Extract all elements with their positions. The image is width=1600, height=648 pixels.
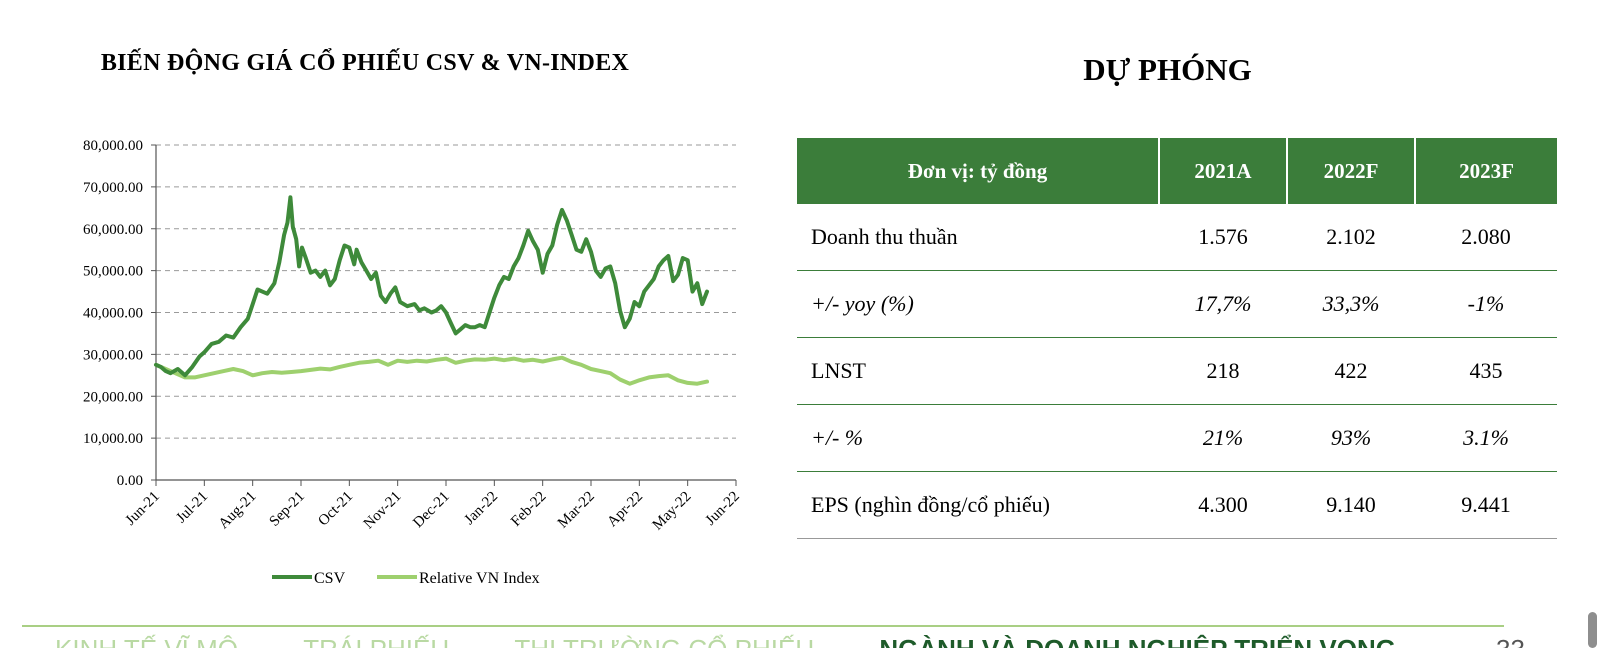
cell-2021a: 17,7% xyxy=(1159,270,1287,338)
legend-csv-label: CSV xyxy=(314,570,346,587)
cell-2023f: -1% xyxy=(1415,270,1557,338)
forecast-header-row: Đơn vị: tỷ đồng 2021A 2022F 2023F xyxy=(797,138,1557,204)
cell-2022f: 422 xyxy=(1287,337,1415,405)
y-tick-label: 0.00 xyxy=(117,473,143,489)
chart-gridlines xyxy=(156,144,736,439)
series-line-csv xyxy=(154,195,709,378)
y-tick-label: 30,000.00 xyxy=(83,347,143,363)
row-revenue-yoy: +/- yoy (%) 17,7% 33,3% -1% xyxy=(797,270,1557,338)
cell-2022f: 2.102 xyxy=(1287,204,1415,271)
header-unit: Đơn vị: tỷ đồng xyxy=(797,138,1159,204)
x-tick-label: Jun-21 xyxy=(123,489,163,529)
row-label: Doanh thu thuần xyxy=(797,204,1159,271)
x-tick-label: Apr-22 xyxy=(604,489,646,531)
header-2021a: 2021A xyxy=(1158,138,1287,204)
y-tick-label: 70,000.00 xyxy=(83,180,143,196)
cell-2023f: 435 xyxy=(1415,337,1557,405)
x-tick-label: Feb-22 xyxy=(508,489,549,530)
x-tick-label: Mar-22 xyxy=(555,489,598,532)
y-tick-label: 60,000.00 xyxy=(83,222,143,238)
x-tick-label: Jul-21 xyxy=(173,489,211,527)
footer-nav: KINH TẾ VĨ MÔ TRÁI PHIẾU THỊ TRƯỜNG CỔ P… xyxy=(55,632,1454,648)
price-chart: 80,000.00 70,000.00 60,000.00 50,000.00 40,0… xyxy=(83,138,743,587)
row-revenue: Doanh thu thuần 1.576 2.102 2.080 xyxy=(797,204,1557,271)
x-tick-label: Jan-22 xyxy=(462,489,502,529)
series-line-relative-vn-index xyxy=(154,355,709,386)
forecast-table: Đơn vị: tỷ đồng 2021A 2022F 2023F Doanh … xyxy=(797,138,1557,539)
row-net-profit: LNST 218 422 435 xyxy=(797,337,1557,405)
y-tick-label: 50,000.00 xyxy=(83,264,143,280)
header-2023f: 2023F xyxy=(1414,138,1557,204)
x-tick-label: Sep-21 xyxy=(266,489,307,530)
x-tick-label: Oct-21 xyxy=(315,489,356,530)
cell-2022f: 9.140 xyxy=(1287,471,1415,539)
x-tick-label: Jun-22 xyxy=(703,489,743,529)
row-label: LNST xyxy=(797,337,1159,405)
footer-nav-equity-market[interactable]: THỊ TRƯỜNG CỔ PHIẾU xyxy=(514,632,814,648)
chart-legend: CSV Relative VN Index xyxy=(272,570,540,587)
x-tick-label: May-22 xyxy=(650,489,695,534)
row-net-profit-change: +/- % 21% 93% 3.1% xyxy=(797,404,1557,472)
x-tick-label: Aug-21 xyxy=(216,489,260,533)
cell-2022f: 93% xyxy=(1287,404,1415,472)
row-label: EPS (nghìn đồng/cổ phiếu) xyxy=(797,471,1159,539)
legend-relative-vn-index-label: Relative VN Index xyxy=(419,570,540,587)
cell-2023f: 9.441 xyxy=(1415,471,1557,539)
footer-divider xyxy=(22,625,1504,627)
y-tick-label: 10,000.00 xyxy=(83,431,143,447)
cell-2021a: 4.300 xyxy=(1159,471,1287,539)
row-label: +/- yoy (%) xyxy=(797,270,1159,338)
chart-axes: 80,000.00 70,000.00 60,000.00 50,000.00 40,0… xyxy=(83,138,743,533)
scrollbar-thumb[interactable] xyxy=(1588,612,1597,648)
page-number: 33 xyxy=(1496,632,1525,648)
y-tick-label: 20,000.00 xyxy=(83,389,143,405)
x-tick-label: Nov-21 xyxy=(361,489,405,533)
chart-title: BIẾN ĐỘNG GIÁ CỔ PHIẾU CSV & VN-INDEX xyxy=(100,50,630,76)
y-tick-label: 80,000.00 xyxy=(83,138,143,154)
y-tick-label: 40,000.00 xyxy=(83,306,143,322)
forecast-title: DỰ PHÓNG xyxy=(1083,52,1252,87)
header-2022f: 2022F xyxy=(1286,138,1415,204)
cell-2023f: 2.080 xyxy=(1415,204,1557,271)
x-tick-label: Dec-21 xyxy=(410,489,453,532)
cell-2023f: 3.1% xyxy=(1415,404,1557,472)
chart-series xyxy=(154,195,709,386)
cell-2022f: 33,3% xyxy=(1287,270,1415,338)
cell-2021a: 1.576 xyxy=(1159,204,1287,271)
footer-nav-macro[interactable]: KINH TẾ VĨ MÔ xyxy=(55,632,238,648)
row-label: +/- % xyxy=(797,404,1159,472)
footer-nav-bonds[interactable]: TRÁI PHIẾU xyxy=(303,632,449,648)
footer-nav-industry[interactable]: NGÀNH VÀ DOANH NGHIỆP TRIỂN VỌNG xyxy=(879,632,1396,648)
row-eps: EPS (nghìn đồng/cổ phiếu) 4.300 9.140 9.… xyxy=(797,471,1557,539)
cell-2021a: 218 xyxy=(1159,337,1287,405)
cell-2021a: 21% xyxy=(1159,404,1287,472)
